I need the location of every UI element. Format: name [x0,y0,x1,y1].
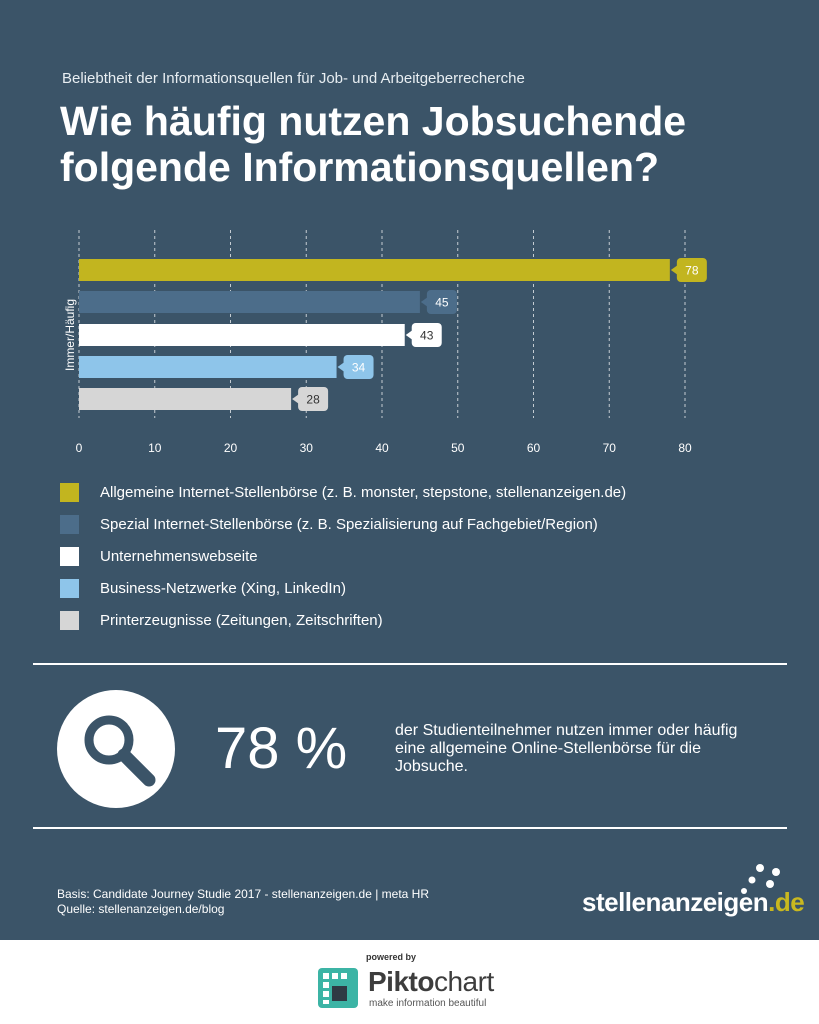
x-tick-label: 10 [148,441,162,455]
data-label-pointer [405,330,413,340]
x-tick-label: 50 [451,441,465,455]
divider-top [33,663,787,665]
bar [79,259,670,281]
brand-tld: .de [768,887,805,917]
piktochart-wordmark: Piktochart [368,966,494,998]
brand-dots-icon [741,864,780,894]
legend-label: Unternehmenswebseite [100,548,258,565]
legend-label: Business-Netzwerke (Xing, LinkedIn) [100,580,346,597]
data-label: 78 [685,264,699,278]
x-tick-label: 20 [224,441,238,455]
footer-basis: Basis: Candidate Journey Studie 2017 - s… [57,887,430,901]
brand-name: stellenanzeigen [582,887,769,917]
legend-swatch [60,547,79,566]
subtitle: Beliebtheit der Informationsquellen für … [62,70,525,87]
data-label-pointer [420,297,428,307]
piktochart-credit[interactable]: powered by Piktochart make information b… [318,952,518,1012]
bar [79,291,420,313]
bar [79,356,337,378]
data-label: 45 [435,296,449,310]
legend-label: Allgemeine Internet-Stellenbörse (z. B. … [100,484,627,501]
legend-swatch [60,483,79,502]
stat-value: 78 % [215,716,348,781]
divider-bottom [33,827,787,829]
data-label-box [298,387,329,411]
x-tick-label: 0 [76,441,83,455]
data-label-pointer [292,394,300,404]
x-tick-label: 80 [678,441,692,455]
title-line-1: Wie häufig nutzen Jobsuchende [60,98,687,144]
magnifier-icon-badge [57,690,175,808]
piktochart-word-light: chart [433,966,494,997]
x-tick-label: 70 [603,441,617,455]
legend-label: Spezial Internet-Stellenbörse (z. B. Spe… [100,516,598,533]
infographic-panel: Beliebtheit der Informationsquellen für … [0,0,819,940]
data-label-pointer [337,362,345,372]
legend-swatch [60,515,79,534]
magnifier-icon [84,715,156,787]
piktochart-word-bold: Pikto [368,966,434,997]
data-label-box [343,355,374,379]
legend-swatch [60,611,79,630]
brand-logo[interactable]: stellenanzeigen.de [582,887,805,918]
x-tick-label: 40 [375,441,389,455]
legend-label: Printerzeugnisse (Zeitungen, Zeitschrift… [100,612,383,629]
piktochart-tagline: make information beautiful [369,998,487,1009]
piktochart-logo-icon [318,968,358,1008]
stat-description: der Studienteilnehmer nutzen immer oder … [395,722,738,775]
data-label-box [676,258,707,282]
data-label: 43 [420,329,434,343]
powered-by-label: powered by [366,952,417,962]
page-title: Wie häufig nutzen Jobsuchende folgende I… [60,98,780,190]
y-axis-label: Immer/Häufig [63,299,77,371]
data-label-pointer [670,265,678,275]
data-label-box [426,290,457,314]
footer-quelle: Quelle: stellenanzeigen.de/blog [57,902,225,916]
data-label: 28 [306,393,320,407]
bar [79,388,292,410]
bar [79,324,405,346]
bar-chart: 0 10 20 30 40 50 60 70 80 Immer/Häufig 78 45 43 34 28 [63,230,707,455]
x-tick-label: 30 [300,441,314,455]
legend-swatch [60,579,79,598]
x-tick-label: 60 [527,441,541,455]
data-label-box [411,323,442,347]
footer-sources: Basis: Candidate Journey Studie 2017 - s… [57,887,429,917]
data-label: 34 [352,361,366,375]
title-line-2: folgende Informationsquellen? [60,144,660,190]
